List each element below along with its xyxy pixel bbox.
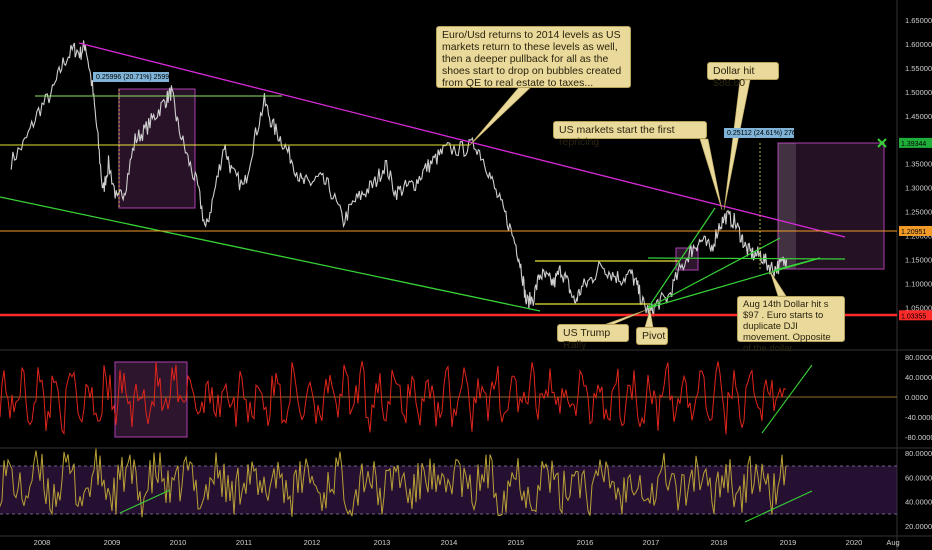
- measure-label-2009-bg: [93, 72, 169, 82]
- osc1-y-tick: 0.0000: [905, 393, 928, 402]
- level-tag-bg: [899, 310, 932, 321]
- green-fan-4: [774, 257, 821, 271]
- annotation-dollar-hit: Dollar hit $88.60: [707, 62, 779, 89]
- osc2-y-tick: 80.0000: [905, 449, 932, 458]
- level-tag-bg: [899, 137, 932, 148]
- x-tick-label: 2011: [236, 538, 252, 547]
- measure-label-2018: 0.25112 (24.61%) 2761.2: [727, 130, 806, 137]
- x-tick-label: 2014: [441, 538, 458, 547]
- osc2-y-tick: 20.0000: [905, 522, 932, 531]
- x-tick-label: 2008: [34, 538, 51, 547]
- osc1-y-tick: 80.0000: [905, 353, 932, 362]
- price-y-tick: 1.20000: [905, 232, 932, 241]
- osc1-y-tick: -80.0000: [905, 433, 932, 442]
- x-tick-label: 2017: [643, 538, 660, 547]
- price-y-tick: 1.55000: [905, 64, 932, 73]
- osc1-y-tick: -40.0000: [905, 413, 932, 422]
- pointer-dollar-hit: [723, 79, 751, 211]
- price-y-tick: 1.15000: [905, 256, 932, 265]
- osc2-series-line: [0, 448, 787, 518]
- osc1-y-tick: 40.0000: [905, 373, 932, 382]
- price-y-tick: 1.05000: [905, 303, 932, 312]
- x-tick-label: 2010: [170, 538, 187, 547]
- osc2-green-trend-2009: [119, 489, 171, 514]
- price-series-line: [10, 40, 788, 317]
- annotation-trump-rally: US Trump Rally: [557, 324, 629, 351]
- measure-box-2009: [118, 88, 196, 209]
- x-tick-label: Aug: [886, 538, 899, 547]
- x-tick-label: 2012: [304, 538, 321, 547]
- annotation-aug-14th: Aug 14th Dollar hit s $97 . Euro starts …: [737, 296, 845, 354]
- price-y-tick: 1.25000: [905, 208, 932, 217]
- x-tick-label: 2009: [104, 538, 121, 547]
- x-tick-label: 2019: [780, 538, 797, 547]
- green-fan-1: [647, 207, 716, 309]
- annotation-euro-2014: Euro/Usd returns to 2014 levels as US ma…: [436, 26, 631, 89]
- measure-label-2018-bg: [724, 128, 794, 138]
- measure-box-2018-shade: [778, 143, 796, 269]
- measure-label-2009: 0.25996 (20.71%) 2599.6: [96, 74, 175, 81]
- annotation-pivot: Pivot: [636, 327, 668, 345]
- osc2-y-tick: 60.0000: [905, 473, 932, 482]
- x-tick-label: 2013: [374, 538, 391, 547]
- price-y-tick: 1.50000: [905, 88, 932, 97]
- cross-icon: [877, 138, 887, 148]
- x-tick-label: 2020: [846, 538, 863, 547]
- x-tick-label: 2018: [711, 538, 728, 547]
- level-tag-label: 1.03355: [901, 313, 926, 320]
- price-y-tick: 1.65000: [905, 16, 932, 25]
- x-tick-label: 2015: [508, 538, 525, 547]
- pointer-repricing: [699, 138, 723, 211]
- green-fan-3: [647, 257, 821, 309]
- level-tag-label: 1.20951: [901, 229, 926, 236]
- annotation-us-markets-repricing: US markets start the first repricing: [553, 121, 707, 148]
- price-y-tick: 1.30000: [905, 184, 932, 193]
- price-y-tick: 1.10000: [905, 280, 932, 289]
- magenta-trendline: [78, 42, 846, 238]
- green-lower-trendline: [0, 196, 541, 312]
- green-fan-2: [647, 237, 781, 309]
- price-y-tick: 1.60000: [905, 40, 932, 49]
- osc2-y-tick: 40.0000: [905, 498, 932, 507]
- osc2-green-trend-2018: [744, 490, 813, 523]
- osc1-green-trend: [761, 364, 813, 434]
- osc1-series-line: [0, 361, 787, 435]
- price-y-tick: 1.35000: [905, 160, 932, 169]
- x-tick-label: 2016: [577, 538, 594, 547]
- price-y-tick: 1.45000: [905, 112, 932, 121]
- level-tag-label: 1.39344: [901, 141, 926, 148]
- measure-box-2018: [777, 142, 885, 270]
- level-tag-bg: [899, 226, 932, 236]
